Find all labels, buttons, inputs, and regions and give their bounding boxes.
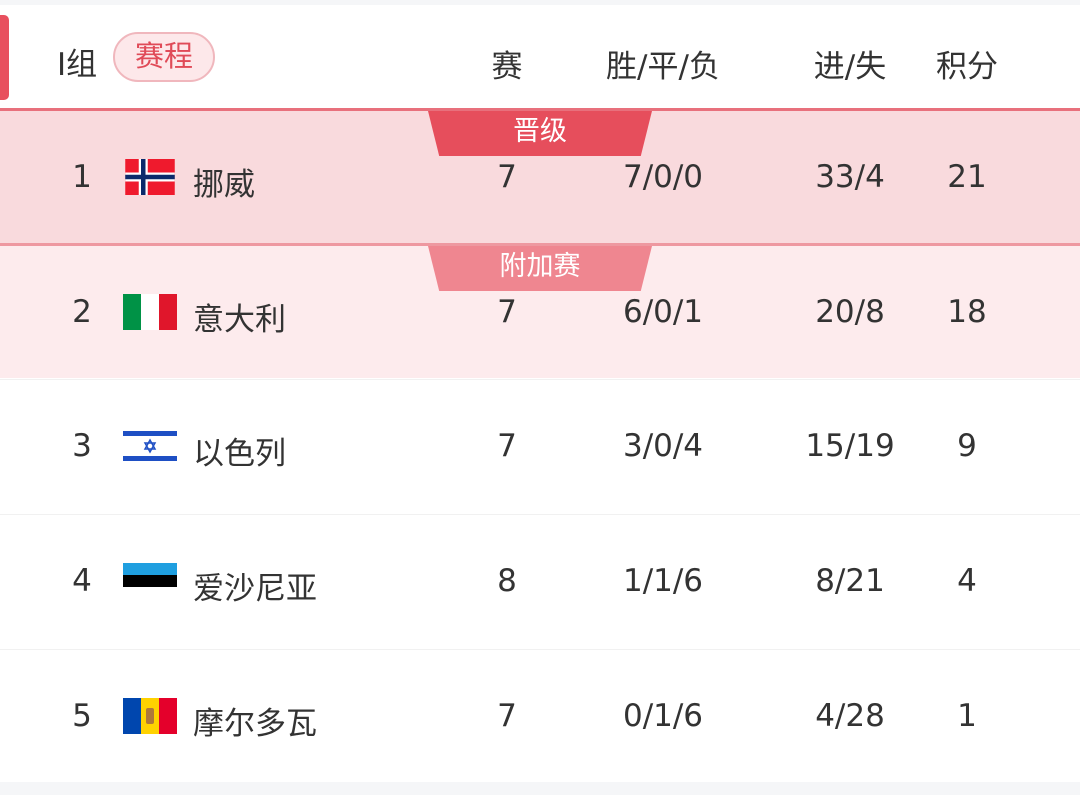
wdl: 3/0/4 [622, 428, 704, 464]
estonia-flag-icon [123, 563, 177, 599]
playoff-badge: 附加赛 [428, 246, 652, 291]
team-name: 摩尔多瓦 [193, 706, 317, 742]
table-row[interactable]: 5 摩尔多瓦 7 0/1/6 4/28 1 [0, 649, 1080, 784]
israel-flag-icon [123, 428, 177, 464]
goals: 4/28 [815, 698, 885, 734]
rank: 1 [72, 159, 92, 195]
wdl: 6/0/1 [622, 294, 704, 330]
col-points: 积分 [936, 49, 998, 85]
italy-flag-icon [123, 294, 177, 330]
played: 7 [497, 698, 517, 734]
points: 9 [957, 428, 977, 464]
table-header: I组 赛程 赛 胜/平/负 进/失 积分 [0, 5, 1080, 108]
rank: 2 [72, 294, 92, 330]
team-name: 意大利 [193, 302, 286, 338]
table-row[interactable]: 3 以色列 7 3/0/4 15/19 9 [0, 379, 1080, 514]
standings-table: I组 赛程 赛 胜/平/负 进/失 积分 晋级 1 挪威 7 7/0/0 33/… [0, 5, 1080, 782]
col-played: 赛 [491, 49, 523, 85]
points: 4 [957, 563, 977, 599]
played: 8 [497, 563, 517, 599]
goals: 20/8 [815, 294, 885, 330]
goals: 8/21 [815, 563, 885, 599]
points: 18 [947, 294, 987, 330]
played: 7 [497, 159, 517, 195]
wdl: 1/1/6 [622, 563, 704, 599]
team-name: 以色列 [193, 436, 286, 472]
played: 7 [497, 428, 517, 464]
goals: 33/4 [815, 159, 885, 195]
schedule-button[interactable]: 赛程 [113, 32, 215, 82]
table-row[interactable]: 4 爱沙尼亚 8 1/1/6 8/21 4 [0, 514, 1080, 649]
rank: 3 [72, 428, 92, 464]
team-name: 爱沙尼亚 [193, 571, 317, 607]
accent-bar [0, 15, 9, 100]
col-goals: 进/失 [813, 49, 887, 85]
promoted-badge: 晋级 [428, 111, 652, 156]
played: 7 [497, 294, 517, 330]
wdl: 7/0/0 [622, 159, 704, 195]
rank: 4 [72, 563, 92, 599]
points: 1 [957, 698, 977, 734]
rank: 5 [72, 698, 92, 734]
table-row[interactable]: 晋级 1 挪威 7 7/0/0 33/4 21 [0, 108, 1080, 243]
points: 21 [947, 159, 987, 195]
wdl: 0/1/6 [622, 698, 704, 734]
group-title: I组 [57, 47, 98, 83]
team-name: 挪威 [193, 167, 255, 203]
table-row[interactable]: 附加赛 2 意大利 7 6/0/1 20/8 18 [0, 243, 1080, 378]
moldova-flag-icon [123, 698, 177, 734]
col-wdl: 胜/平/负 [606, 49, 720, 85]
norway-flag-icon [125, 159, 175, 195]
goals: 15/19 [805, 428, 895, 464]
